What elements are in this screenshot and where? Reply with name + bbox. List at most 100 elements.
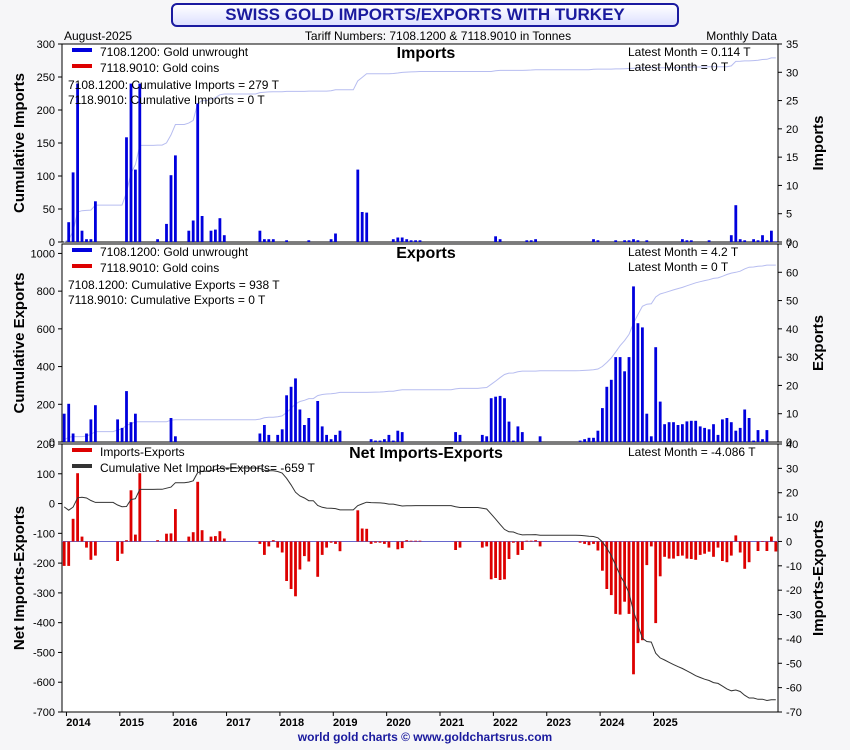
bar [498,395,502,442]
bar [672,541,675,559]
bar [583,439,586,442]
right-tick-label: -50 [786,658,802,670]
bar [756,240,760,242]
bar [307,418,311,442]
bar [80,230,84,242]
bar [596,430,600,442]
bar [134,534,137,542]
bar [538,436,542,442]
bar [512,440,515,442]
bar [285,541,288,581]
bar [94,201,97,242]
bar [489,541,493,580]
bar [369,541,373,544]
right-axis-label: Exports [810,315,827,371]
bar [396,237,400,242]
latest-month-info: Latest Month = 0 T [628,260,729,274]
right-tick-label: 40 [786,439,798,451]
bar [658,541,662,577]
bar [400,541,404,549]
right-axis-label: Imports-Exports [810,520,827,636]
bar [191,532,195,542]
bar [338,541,342,552]
bar [294,541,297,597]
bar [707,541,711,552]
bar [601,408,604,442]
bar [623,371,626,442]
bar [125,391,128,442]
right-tick-label: 30 [786,352,798,364]
latest-month-info: Latest Month = -4.086 T [628,445,756,459]
bar [129,83,133,242]
plot-area-0 [61,43,779,243]
left-tick-label: -400 [33,618,55,630]
bar [125,137,128,242]
bar [89,419,93,442]
bar [738,239,742,242]
bar [712,424,715,442]
bar [187,230,191,242]
bar [507,541,511,559]
bar [698,541,702,555]
bar [303,541,306,557]
bar [707,240,711,242]
bar [538,541,542,547]
bar [298,409,302,442]
bar [94,541,97,556]
bar [187,536,191,542]
cumulative-info: 7118.9010: Cumulative Exports = 0 T [68,293,266,307]
bar [636,240,640,242]
bar [485,436,489,442]
bar [396,430,400,442]
bar [174,509,177,542]
bar [454,432,457,442]
cumulative-line [63,264,776,441]
bar [360,212,364,242]
legend-swatch-blue [72,48,92,52]
bar [209,536,213,542]
left-axis-label: Net Imports-Exports [11,506,28,650]
bar [298,541,302,570]
bar [761,439,764,442]
bar [267,434,271,442]
bar [387,541,391,548]
bar [494,541,497,578]
bar [414,540,417,542]
right-tick-label: 0 [786,437,792,449]
bar [405,540,409,542]
bar [694,541,698,560]
bar [276,434,280,442]
bar [614,357,618,442]
bar [721,419,724,442]
bar [356,510,360,542]
chart-title: SWISS GOLD IMPORTS/EXPORTS WITH TURKEY [171,3,679,27]
left-axis-label: Cumulative Imports [11,73,28,213]
bar [120,427,124,442]
bar [587,437,591,442]
bar [761,235,764,242]
panel-title: Exports [396,245,456,262]
bar [774,541,778,552]
right-tick-label: 70 [786,239,798,251]
bar [685,541,689,559]
bar [67,222,71,242]
bar [285,395,288,442]
right-tick-label: 5 [786,209,792,221]
bar [529,540,533,542]
legend-swatch-red [72,264,92,268]
right-tick-label: 20 [786,488,798,500]
bar [218,218,222,242]
bar [707,429,711,442]
bar [614,240,618,242]
bar [761,541,764,542]
legend-swatch-blue [72,248,92,252]
bar [89,239,93,242]
bar [67,541,71,566]
bar [71,433,75,442]
bar [489,398,493,442]
bar [605,386,609,442]
bar [681,239,684,242]
bar [503,398,506,442]
left-tick-label: 100 [37,171,55,183]
